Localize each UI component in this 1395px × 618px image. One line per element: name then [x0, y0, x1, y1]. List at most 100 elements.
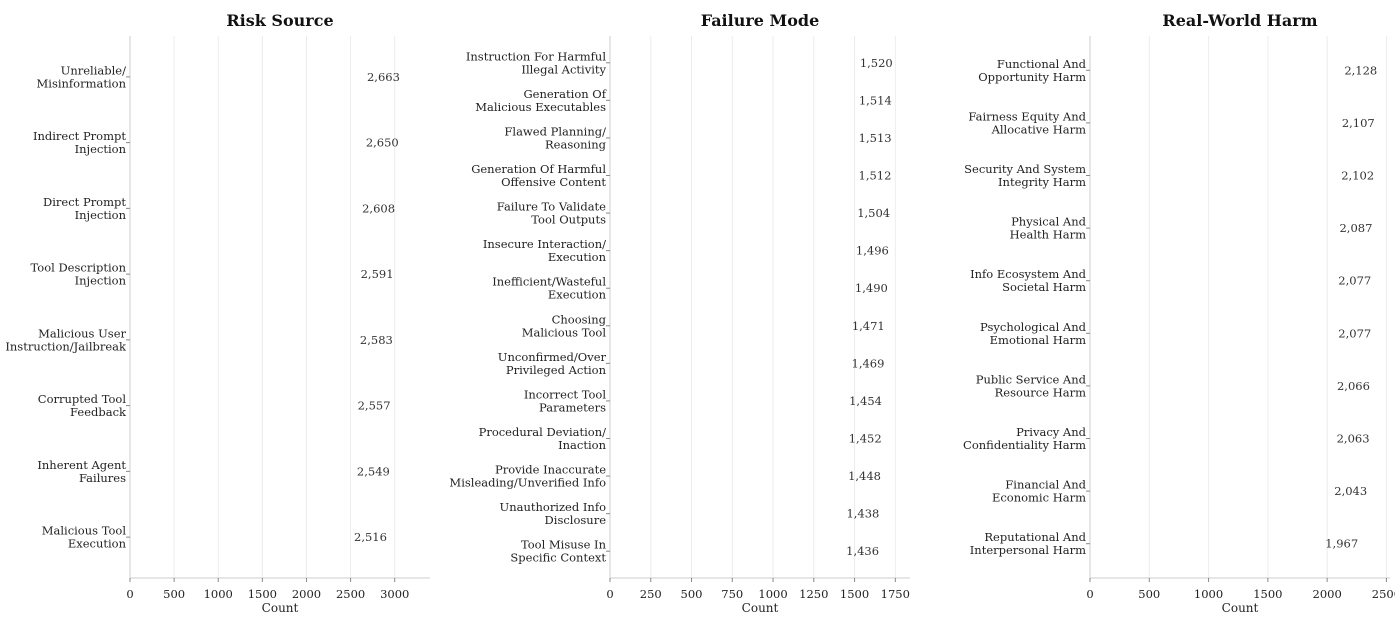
category-label: Security And System Integrity Harm: [964, 162, 1086, 189]
category-label-line: Physical And: [1011, 215, 1087, 229]
x-tick-label: 1000: [758, 587, 787, 601]
x-tick-label: 500: [163, 587, 185, 601]
category-label-line: Incorrect Tool: [524, 387, 606, 401]
category-label: Failure To Validate Tool Outputs: [497, 200, 606, 227]
category-label-line: Privileged Action: [506, 363, 607, 377]
category-label-line: Choosing: [552, 312, 607, 326]
category-label: Choosing Malicious Tool: [522, 312, 607, 339]
value-label: 1,496: [856, 244, 889, 258]
category-label: Malicious User Instruction/Jailbreak: [5, 326, 127, 353]
value-label: 2,043: [1334, 484, 1367, 498]
category-label: Direct Prompt Injection: [43, 195, 127, 222]
category-label-line: Inefficient/Wasteful: [492, 275, 606, 289]
category-label: Indirect Prompt Injection: [33, 129, 127, 156]
chart-title: Real-World Harm: [1162, 11, 1317, 30]
category-label-line: Injection: [75, 142, 127, 156]
x-tick-label: 0: [1086, 587, 1093, 601]
category-label-line: Provide Inaccurate: [495, 463, 606, 477]
category-label-line: Resource Harm: [995, 385, 1086, 399]
category-label-line: Public Service And: [976, 372, 1087, 386]
category-label: Unreliable/Misinformation: [36, 63, 126, 90]
x-axis-label: Count: [1222, 601, 1259, 615]
category-label-line: Execution: [548, 288, 607, 302]
category-label: Incorrect Tool Parameters: [524, 387, 606, 414]
category-label-line: Disclosure: [545, 513, 607, 527]
category-label: Generation Of Malicious Executables: [475, 87, 607, 114]
value-label: 1,967: [1325, 537, 1358, 551]
x-tick-label: 0: [126, 587, 133, 601]
category-label: Inefficient/Wasteful Execution: [492, 275, 606, 302]
category-label-line: Indirect Prompt: [33, 129, 126, 143]
category-label-line: Malicious Tool: [522, 325, 607, 339]
value-label: 2,077: [1338, 274, 1371, 288]
x-tick-label: 750: [721, 587, 743, 601]
value-label: 2,128: [1344, 63, 1377, 77]
category-label-line: Malicious Executables: [475, 100, 606, 114]
category-label-line: Unreliable/: [61, 63, 126, 77]
chart-panel-2: Failure Mode Instruction For Harmful Illeg…: [449, 11, 910, 615]
category-label: Tool Description Injection: [31, 261, 127, 288]
category-label-line: Interpersonal Harm: [970, 543, 1086, 557]
x-tick-label: 1250: [799, 587, 828, 601]
x-tick-label: 1500: [1253, 587, 1282, 601]
category-label: Physical And Health Harm: [1010, 215, 1087, 242]
category-label-line: Instruction/Jailbreak: [5, 339, 127, 353]
value-label: 2,663: [367, 70, 400, 84]
value-label: 1,452: [849, 432, 882, 446]
category-label-line: Malicious User: [38, 326, 126, 340]
value-label: 2,077: [1338, 326, 1371, 340]
value-label: 2,583: [360, 333, 393, 347]
value-label: 1,513: [859, 131, 892, 145]
value-label: 1,520: [860, 56, 893, 70]
category-label-line: Unconfirmed/Over: [498, 350, 607, 364]
category-label-line: Failures: [79, 471, 126, 485]
chart-panel-1: Risk Source Unreliable/Misinformation 2,66…: [5, 11, 430, 615]
category-label-line: Financial And: [1005, 478, 1086, 492]
value-label: 2,102: [1341, 169, 1374, 183]
category-label-line: Tool Outputs: [531, 213, 606, 227]
category-label: Financial And Economic Harm: [992, 478, 1087, 505]
category-label-line: Health Harm: [1010, 228, 1086, 242]
value-label: 2,650: [366, 136, 399, 150]
category-label: Corrupted Tool Feedback: [38, 392, 127, 419]
x-axis-label: Count: [262, 601, 299, 615]
x-tick-label: 500: [681, 587, 703, 601]
category-label-line: Info Ecosystem And: [970, 267, 1087, 281]
category-label: Insecure Interaction/Execution: [483, 237, 607, 264]
category-label-line: Direct Prompt: [43, 195, 126, 209]
category-label-line: Fairness Equity And: [968, 109, 1086, 123]
category-label: Public Service And Resource Harm: [976, 372, 1087, 399]
value-label: 2,087: [1339, 221, 1372, 235]
category-label-line: Malicious Tool: [42, 524, 127, 538]
category-label-line: Failure To Validate: [497, 200, 606, 214]
chart-panel-3: Real-World Harm Functional And Opportunity…: [963, 11, 1395, 615]
value-label: 1,514: [859, 93, 892, 107]
category-label-line: Unauthorized Info: [500, 500, 607, 514]
value-label: 2,591: [361, 267, 394, 281]
category-label-line: Emotional Harm: [990, 333, 1086, 347]
category-label-line: Tool Misuse In: [521, 538, 607, 552]
category-label: Unconfirmed/Over Privileged Action: [498, 350, 607, 377]
value-label: 1,454: [849, 394, 882, 408]
value-label: 1,448: [848, 469, 881, 483]
category-label: Functional And Opportunity Harm: [978, 57, 1086, 84]
x-tick-label: 1000: [1194, 587, 1223, 601]
category-label-line: Reputational And: [984, 530, 1086, 544]
category-label-line: Misleading/Unverified Info: [449, 476, 606, 490]
value-label: 2,516: [354, 530, 387, 544]
value-label: 2,549: [357, 464, 390, 478]
value-label: 1,490: [855, 281, 888, 295]
x-tick-label: 3000: [380, 587, 409, 601]
value-label: 1,469: [852, 356, 885, 370]
x-tick-label: 0: [606, 587, 613, 601]
category-label-line: Flawed Planning/: [504, 124, 606, 138]
value-label: 1,504: [857, 206, 890, 220]
category-label-line: Inherent Agent: [37, 458, 126, 472]
category-label: Unauthorized Info Disclosure: [500, 500, 607, 527]
value-label: 1,512: [859, 169, 892, 183]
category-label-line: Allocative Harm: [991, 122, 1087, 136]
category-label: Inherent Agent Failures: [37, 458, 126, 485]
x-tick-label: 250: [640, 587, 662, 601]
category-label-line: Execution: [548, 250, 607, 264]
